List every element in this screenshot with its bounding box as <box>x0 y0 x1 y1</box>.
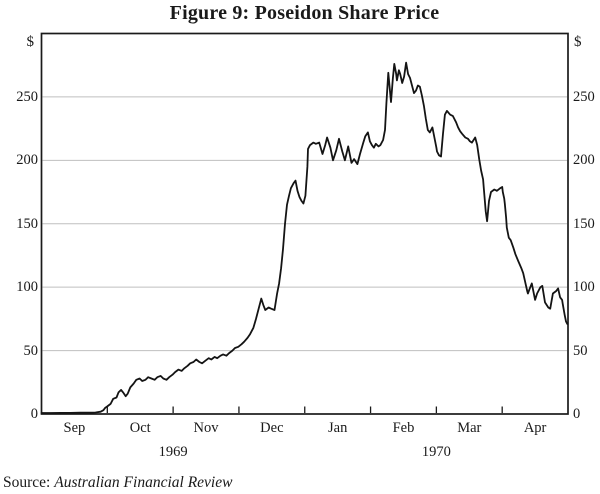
y-tick-label-left: 150 <box>16 215 38 232</box>
y-tick-label-right: 250 <box>573 88 595 105</box>
y-tick-label-right: 50 <box>573 342 588 359</box>
month-label: Dec <box>260 420 284 436</box>
year-label: 1969 <box>158 444 188 460</box>
y-tick-label-right: 150 <box>573 215 595 232</box>
y-tick-label-left: 200 <box>16 152 38 169</box>
y-tick-label-left: 0 <box>30 406 38 422</box>
month-label: Sep <box>63 420 86 436</box>
y-tick-label-left: 100 <box>16 279 38 296</box>
month-label: Apr <box>523 420 547 436</box>
year-label: 1970 <box>421 444 451 460</box>
y-tick-label-left: 250 <box>16 88 38 105</box>
source-line: Source: Australian Financial Review <box>3 474 232 492</box>
y-tick-label-right: 0 <box>573 406 581 422</box>
month-label: Feb <box>392 420 415 436</box>
source-prefix: Source: <box>3 474 51 491</box>
month-label: Oct <box>129 420 151 436</box>
month-label: Mar <box>457 420 482 436</box>
y-axis-unit-right: $ <box>574 34 582 50</box>
y-tick-label-right: 200 <box>573 152 595 169</box>
plot-frame <box>40 32 569 415</box>
y-tick-label-right: 100 <box>573 279 595 296</box>
month-label: Jan <box>327 420 348 436</box>
chart-title: Figure 9: Poseidon Share Price <box>169 2 440 24</box>
y-tick-label-left: 50 <box>23 342 39 359</box>
source-publication: Australian Financial Review <box>54 474 233 491</box>
month-label: Nov <box>193 420 219 436</box>
price-line <box>40 61 569 414</box>
y-axis-unit-left: $ <box>26 34 35 50</box>
